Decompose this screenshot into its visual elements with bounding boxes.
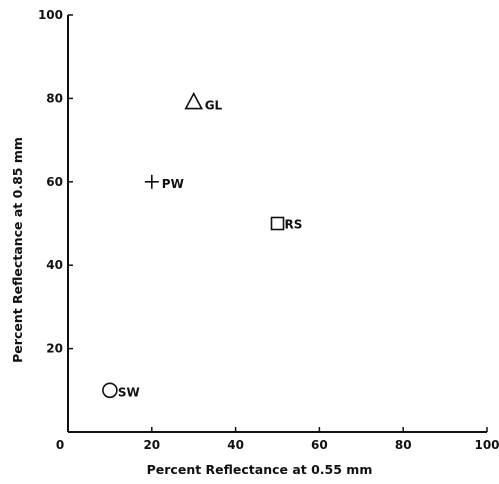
- point-gl-triangle-marker: [184, 91, 204, 110]
- point-sw-circle-marker: [102, 382, 118, 399]
- point-rs-label: RS: [285, 218, 303, 232]
- x-tick-label: 40: [227, 438, 244, 452]
- x-tick-group: 0 20 40 60 80 100: [56, 427, 499, 452]
- point-sw-label: SW: [118, 385, 140, 399]
- x-tick-label: 80: [395, 438, 412, 452]
- x-tick-label: 20: [143, 438, 160, 452]
- y-axis-title: Percent Reflectance at 0.85 mm: [10, 137, 25, 363]
- data-points-group: GL PW RS SW: [102, 91, 303, 399]
- x-axis-title: Percent Reflectance at 0.55 mm: [147, 462, 373, 477]
- point-pw-label: PW: [162, 177, 184, 191]
- y-tick-label: 100: [38, 8, 63, 22]
- y-tick-label: 60: [46, 175, 63, 189]
- point-rs-square-marker: [270, 216, 285, 231]
- y-tick-label: 80: [46, 91, 63, 105]
- y-tick-label: 20: [46, 342, 63, 356]
- y-tick-group: 20 40 60 80 100: [38, 8, 73, 356]
- point-gl-label: GL: [205, 99, 223, 113]
- x-tick-label: 100: [474, 438, 499, 452]
- x-tick-label: 60: [311, 438, 328, 452]
- x-tick-label: 0: [56, 438, 64, 452]
- y-tick-label: 40: [46, 258, 63, 272]
